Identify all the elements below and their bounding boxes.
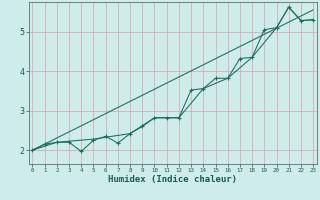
X-axis label: Humidex (Indice chaleur): Humidex (Indice chaleur) xyxy=(108,175,237,184)
